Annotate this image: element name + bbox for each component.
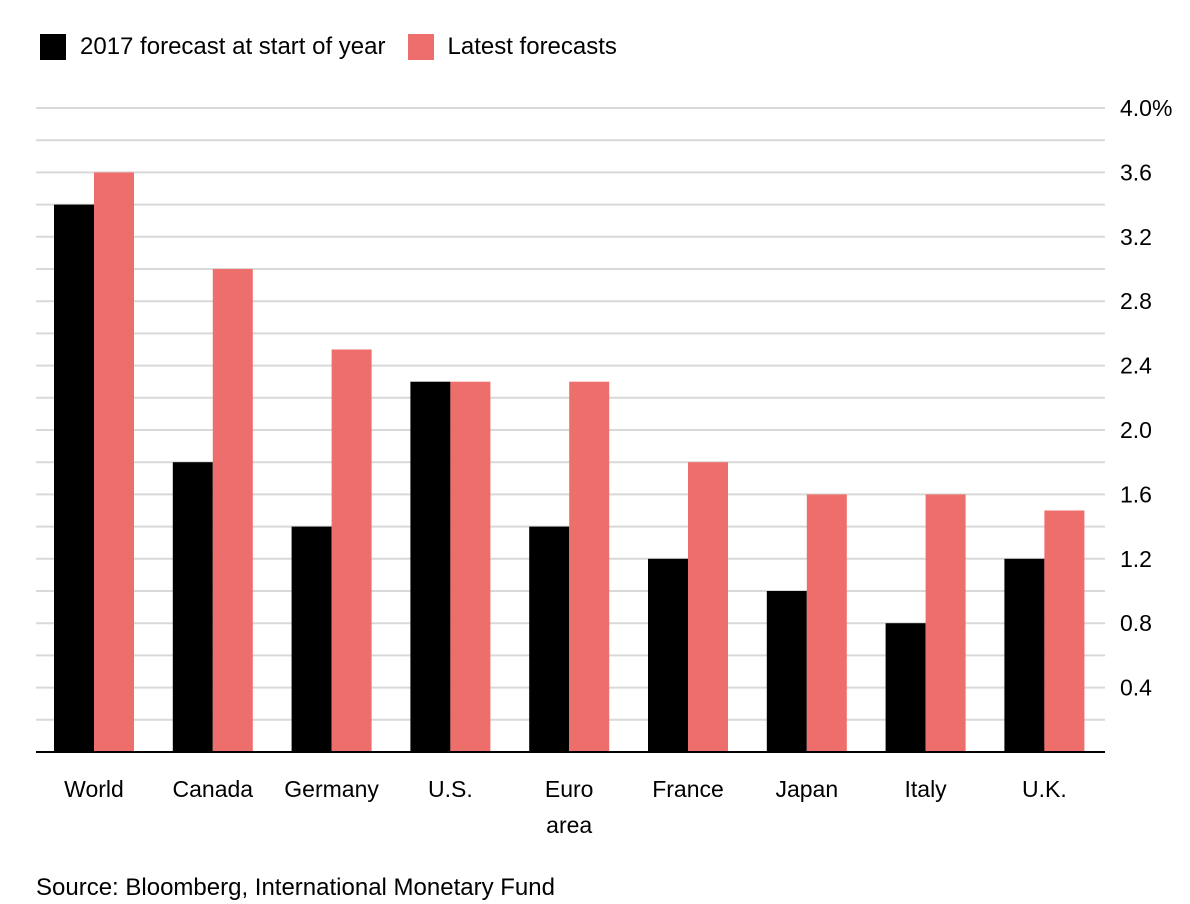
legend-item-start-forecast: 2017 forecast at start of year bbox=[40, 30, 386, 64]
bar-latest-forecast bbox=[94, 172, 134, 752]
bar-latest-forecast bbox=[569, 381, 610, 752]
legend-swatch-black bbox=[40, 34, 66, 60]
y-tick-label: 3.2 bbox=[1120, 224, 1152, 250]
y-tick-label: 3.6 bbox=[1120, 159, 1152, 185]
bar-start-forecast bbox=[648, 558, 688, 752]
bar-start-forecast bbox=[1004, 558, 1045, 752]
legend-label-start-forecast: 2017 forecast at start of year bbox=[80, 33, 386, 60]
legend-label-latest-forecast: Latest forecasts bbox=[447, 33, 617, 60]
bar-latest-forecast bbox=[1044, 510, 1085, 752]
x-category-label: U.K. bbox=[1022, 776, 1067, 802]
x-category-label: Japan bbox=[775, 776, 838, 802]
bar-latest-forecast bbox=[925, 494, 966, 752]
bar-start-forecast bbox=[529, 526, 570, 752]
y-tick-label: 0.8 bbox=[1120, 610, 1152, 636]
legend-swatch-red bbox=[407, 34, 434, 60]
bar-latest-forecast bbox=[450, 381, 491, 752]
x-category-label: Germany bbox=[284, 776, 379, 802]
bars bbox=[54, 172, 1085, 753]
bar-start-forecast bbox=[172, 462, 213, 752]
y-tick-label: 4.0% bbox=[1120, 95, 1172, 121]
legend-item-latest-forecast: Latest forecasts bbox=[407, 30, 617, 64]
x-category-label: France bbox=[652, 776, 724, 802]
x-category-label: U.S. bbox=[428, 776, 473, 802]
bar-start-forecast bbox=[766, 591, 807, 752]
bar-start-forecast bbox=[291, 526, 332, 752]
bar-latest-forecast bbox=[212, 269, 253, 752]
y-tick-label: 1.2 bbox=[1120, 546, 1152, 572]
x-category-label: Canada bbox=[173, 776, 254, 802]
y-tick-label: 1.6 bbox=[1120, 481, 1152, 507]
source-note: Source: Bloomberg, International Monetar… bbox=[36, 874, 555, 901]
x-category-label: World bbox=[64, 776, 124, 802]
bar-latest-forecast bbox=[806, 494, 847, 752]
y-tick-label: 2.8 bbox=[1120, 288, 1152, 314]
bar-start-forecast bbox=[410, 381, 451, 752]
x-category-label: Italy bbox=[905, 776, 948, 802]
bar-latest-forecast bbox=[688, 462, 728, 752]
y-tick-label: 2.0 bbox=[1120, 417, 1152, 443]
y-tick-label: 0.4 bbox=[1120, 675, 1152, 701]
x-category-label: Euro area bbox=[545, 776, 594, 838]
bar-latest-forecast bbox=[331, 349, 372, 752]
y-axis-tick-labels: 4.0% 3.6 3.2 2.8 2.4 2.0 1.6 1.2 0.8 0.4 bbox=[1120, 95, 1172, 701]
bar-start-forecast bbox=[54, 204, 94, 753]
x-axis-category-labels: World Canada Germany U.S. Euro area France Japa… bbox=[64, 776, 1067, 838]
chart-legend: 2017 forecast at start of year Latest fo… bbox=[40, 30, 639, 64]
y-tick-label: 2.4 bbox=[1120, 353, 1152, 379]
bar-start-forecast bbox=[885, 623, 926, 752]
